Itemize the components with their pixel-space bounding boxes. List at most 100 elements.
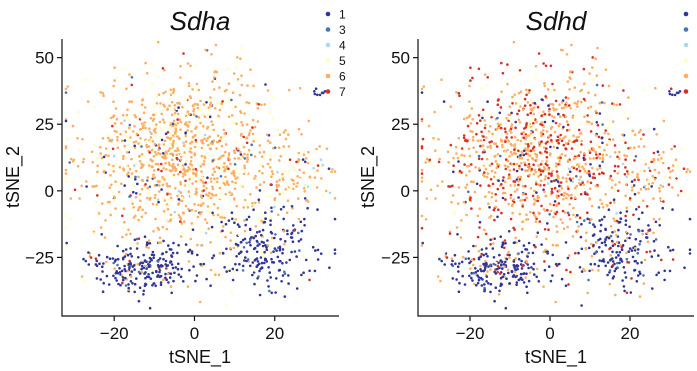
scatter-point (146, 242, 149, 245)
scatter-point (560, 277, 564, 281)
scatter-point (196, 215, 200, 219)
scatter-point (279, 208, 283, 211)
scatter-point (126, 138, 130, 142)
scatter-point (113, 66, 116, 69)
scatter-point (511, 102, 514, 105)
scatter-point (554, 300, 557, 304)
scatter-point (441, 185, 444, 188)
scatter-point (586, 211, 589, 214)
scatter-point (261, 253, 265, 257)
scatter-point (271, 96, 275, 99)
scatter-point (156, 260, 160, 263)
scatter-point (631, 129, 635, 133)
scatter-point (177, 262, 180, 266)
scatter-point (508, 253, 511, 257)
scatter-point (486, 254, 489, 258)
scatter-point (308, 269, 311, 273)
scatter-point (596, 143, 599, 147)
scatter-point (258, 164, 262, 168)
scatter-point (488, 125, 492, 128)
scatter-point (203, 133, 207, 137)
scatter-point (640, 261, 643, 264)
scatter-point (187, 84, 191, 88)
scatter-point (101, 270, 104, 273)
scatter-point (153, 142, 157, 146)
scatter-point (562, 137, 565, 140)
scatter-point (608, 269, 612, 272)
scatter-point (260, 261, 264, 265)
scatter-point (288, 184, 292, 188)
scatter-point (586, 267, 590, 271)
scatter-point (517, 118, 521, 121)
scatter-point (176, 267, 180, 271)
scatter-point (180, 199, 184, 203)
scatter-point (296, 175, 299, 178)
scatter-point (123, 268, 126, 271)
scatter-point (534, 64, 538, 68)
scatter-point (236, 147, 240, 151)
scatter-point (625, 210, 629, 213)
scatter-point (212, 88, 216, 91)
scatter-point (584, 239, 588, 242)
x-tick-label: 0 (190, 324, 199, 343)
scatter-point (480, 233, 484, 236)
scatter-point (540, 123, 544, 127)
scatter-point (542, 62, 545, 65)
scatter-point (278, 246, 282, 250)
scatter-point (541, 129, 545, 132)
scatter-point (215, 165, 218, 169)
scatter-point (432, 136, 435, 140)
scatter-point (624, 230, 628, 234)
scatter-point (143, 154, 146, 158)
scatter-point (658, 217, 661, 221)
scatter-point (210, 129, 214, 132)
scatter-point (560, 106, 564, 110)
scatter-point (240, 156, 243, 160)
scatter-point (473, 282, 476, 286)
scatter-point (194, 64, 197, 68)
scatter-point (658, 224, 661, 227)
scatter-point (162, 152, 165, 155)
scatter-point (176, 122, 179, 125)
scatter-point (182, 52, 185, 55)
scatter-point (639, 129, 642, 132)
scatter-point (463, 163, 466, 166)
scatter-point (209, 177, 213, 180)
scatter-point (667, 183, 671, 186)
scatter-point (461, 274, 465, 278)
scatter-point (129, 232, 132, 236)
scatter-point (133, 268, 136, 271)
scatter-point (451, 184, 454, 188)
scatter-point (141, 126, 145, 129)
scatter-point (457, 137, 461, 140)
scatter-point (560, 187, 564, 190)
scatter-point (546, 88, 550, 91)
scatter-point (230, 193, 234, 196)
scatter-point (216, 206, 220, 210)
scatter-point (671, 248, 675, 252)
scatter-point (574, 251, 577, 255)
scatter-point (532, 172, 536, 176)
scatter-point (482, 253, 486, 257)
scatter-point (224, 100, 228, 104)
scatter-point (460, 219, 463, 222)
legend-swatch (683, 89, 689, 94)
scatter-point (507, 173, 511, 176)
scatter-point (470, 276, 473, 280)
scatter-point (589, 262, 593, 266)
scatter-point (532, 122, 535, 125)
scatter-point (101, 290, 105, 294)
scatter-point (619, 257, 622, 261)
scatter-point (202, 202, 205, 205)
scatter-point (293, 229, 296, 232)
scatter-point (676, 163, 680, 167)
scatter-point (234, 140, 237, 144)
scatter-point (176, 135, 179, 138)
scatter-point (178, 137, 181, 141)
scatter-point (269, 158, 272, 161)
scatter-point (275, 180, 279, 183)
scatter-point (470, 271, 474, 275)
scatter-point (531, 153, 534, 157)
scatter-point (162, 103, 165, 107)
scatter-point (562, 113, 565, 117)
